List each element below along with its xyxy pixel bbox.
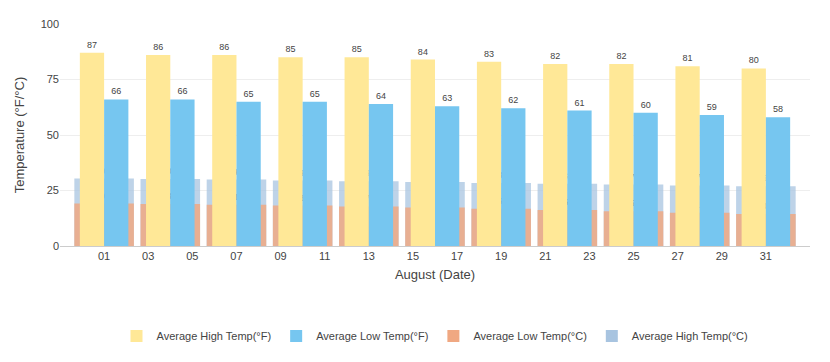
svg-text:0: 0 bbox=[53, 240, 59, 252]
svg-text:65: 65 bbox=[244, 89, 254, 99]
svg-text:61: 61 bbox=[574, 98, 584, 108]
svg-text:80: 80 bbox=[749, 55, 759, 65]
svg-text:29: 29 bbox=[716, 250, 728, 262]
svg-text:16.8: 16.8 bbox=[492, 196, 510, 206]
svg-text:65: 65 bbox=[310, 89, 320, 99]
svg-text:30.2: 30.2 bbox=[162, 166, 180, 176]
svg-text:29.2: 29.2 bbox=[360, 168, 378, 178]
svg-text:15.7: 15.7 bbox=[625, 198, 643, 208]
svg-text:23: 23 bbox=[583, 250, 595, 262]
svg-text:82: 82 bbox=[616, 51, 626, 61]
svg-text:09: 09 bbox=[274, 250, 286, 262]
svg-text:64: 64 bbox=[376, 91, 386, 101]
svg-text:19.1: 19.1 bbox=[95, 191, 113, 201]
svg-text:Average Low Temp(°F): Average Low Temp(°F) bbox=[316, 330, 428, 342]
svg-text:30.4: 30.4 bbox=[95, 166, 113, 176]
svg-text:27: 27 bbox=[672, 250, 684, 262]
svg-text:03: 03 bbox=[142, 250, 154, 262]
svg-text:17.3: 17.3 bbox=[426, 195, 444, 205]
svg-text:05: 05 bbox=[186, 250, 198, 262]
svg-text:58: 58 bbox=[773, 104, 783, 114]
svg-text:83: 83 bbox=[484, 49, 494, 59]
svg-text:84: 84 bbox=[418, 47, 428, 57]
svg-text:86: 86 bbox=[219, 42, 229, 52]
svg-text:August (Date): August (Date) bbox=[395, 267, 475, 282]
svg-text:81: 81 bbox=[683, 53, 693, 63]
svg-text:25: 25 bbox=[47, 184, 59, 196]
svg-text:63: 63 bbox=[442, 93, 452, 103]
svg-text:19: 19 bbox=[495, 250, 507, 262]
svg-text:60: 60 bbox=[641, 100, 651, 110]
svg-text:86: 86 bbox=[153, 42, 163, 52]
svg-text:14.4: 14.4 bbox=[757, 201, 775, 211]
svg-text:75: 75 bbox=[47, 73, 59, 85]
svg-text:Average Low Temp(°C): Average Low Temp(°C) bbox=[473, 330, 586, 342]
svg-text:15: 15 bbox=[407, 250, 419, 262]
svg-text:50: 50 bbox=[47, 129, 59, 141]
svg-text:85: 85 bbox=[352, 44, 362, 54]
svg-text:29.9: 29.9 bbox=[228, 167, 246, 177]
svg-text:59: 59 bbox=[707, 102, 717, 112]
svg-text:17: 17 bbox=[451, 250, 463, 262]
svg-text:01: 01 bbox=[98, 250, 110, 262]
svg-text:17.8: 17.8 bbox=[360, 193, 378, 203]
svg-text:100: 100 bbox=[41, 18, 59, 30]
svg-text:25: 25 bbox=[627, 250, 639, 262]
svg-text:66: 66 bbox=[177, 86, 187, 96]
svg-text:28.4: 28.4 bbox=[492, 170, 510, 180]
svg-text:18.2: 18.2 bbox=[294, 193, 312, 203]
svg-text:07: 07 bbox=[230, 250, 242, 262]
svg-text:16.2: 16.2 bbox=[559, 197, 577, 207]
svg-text:27.7: 27.7 bbox=[625, 172, 643, 182]
svg-text:27.3: 27.3 bbox=[691, 172, 709, 182]
svg-text:26.9: 26.9 bbox=[757, 173, 775, 183]
svg-text:28.8: 28.8 bbox=[426, 169, 444, 179]
svg-text:29.5: 29.5 bbox=[294, 168, 312, 178]
svg-text:18.6: 18.6 bbox=[228, 192, 246, 202]
svg-text:82: 82 bbox=[550, 51, 560, 61]
svg-text:Average High Temp(°F): Average High Temp(°F) bbox=[157, 330, 272, 342]
svg-text:15: 15 bbox=[695, 200, 705, 210]
svg-text:87: 87 bbox=[87, 40, 97, 50]
svg-text:Average High Temp(°C): Average High Temp(°C) bbox=[632, 330, 748, 342]
svg-text:31: 31 bbox=[760, 250, 772, 262]
svg-text:21: 21 bbox=[539, 250, 551, 262]
svg-text:85: 85 bbox=[286, 44, 296, 54]
svg-text:18.9: 18.9 bbox=[162, 191, 180, 201]
svg-text:Temperature (°F/°C): Temperature (°F/°C) bbox=[12, 77, 27, 194]
svg-text:28: 28 bbox=[562, 171, 572, 181]
svg-text:11: 11 bbox=[319, 250, 330, 262]
svg-text:66: 66 bbox=[111, 86, 121, 96]
svg-text:62: 62 bbox=[508, 95, 518, 105]
svg-text:13: 13 bbox=[363, 250, 375, 262]
